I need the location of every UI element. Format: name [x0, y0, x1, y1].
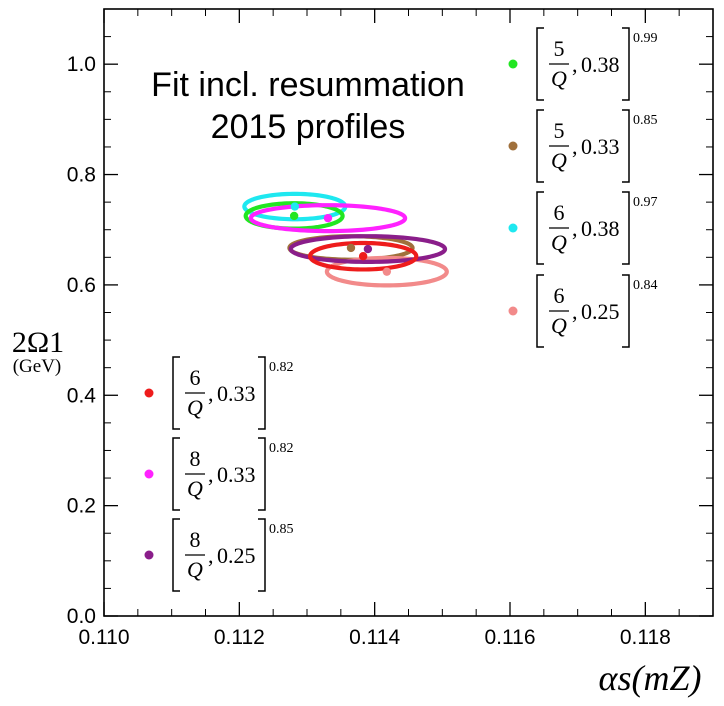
x-tick-label: 0.116	[485, 626, 536, 649]
legend-entry-cyan: 6 Q, 0.38 0.97	[508, 191, 658, 265]
legend-bracket-right	[622, 274, 630, 348]
legend-numerator: 8	[190, 527, 201, 552]
legend-denominator: Q	[187, 395, 203, 420]
legend-value: 0.33	[581, 134, 620, 159]
legend-bracket-right	[622, 27, 630, 101]
legend-bracket-left	[172, 356, 180, 430]
legend-bracket-right	[622, 191, 630, 265]
legend-entry-red: 6 Q, 0.33 0.82	[144, 356, 294, 430]
legend-denominator: Q	[551, 230, 567, 255]
legend-marker-pink	[508, 306, 518, 316]
x-tick-label: 0.110	[79, 626, 130, 649]
legend-bracket-right	[258, 437, 266, 511]
legend-numerator: 5	[554, 118, 565, 143]
legend-comma: ,	[572, 216, 578, 241]
legend-exponent: 0.85	[269, 522, 294, 537]
legend-bracket-left	[172, 518, 180, 592]
chart-title: Fit incl. resummation	[151, 66, 465, 104]
central-point-purple	[363, 244, 373, 254]
legend-value: 0.38	[581, 52, 620, 77]
legend-comma: ,	[572, 134, 578, 159]
legend-denominator: Q	[551, 66, 567, 91]
legend-entry-green: 5 Q, 0.38 0.99	[508, 27, 658, 101]
legend-denominator: Q	[187, 557, 203, 582]
legend-denominator: Q	[187, 476, 203, 501]
x-tick-label: 0.114	[349, 626, 400, 649]
legend-marker-green	[508, 59, 518, 69]
y-tick-label: 0.0	[67, 605, 96, 628]
legend-marker-magenta	[144, 469, 154, 479]
y-tick-label: 0.8	[67, 164, 96, 187]
central-point-brown	[346, 243, 356, 253]
legend-value: 0.33	[217, 462, 256, 487]
ellipse-cyan	[242, 191, 348, 222]
central-point-pink	[382, 267, 392, 276]
central-point-magenta	[323, 213, 333, 223]
legend-bracket-left	[536, 191, 544, 265]
legend-bracket-right	[258, 356, 266, 430]
legend-entry-brown: 5 Q, 0.33 0.85	[508, 109, 658, 183]
legend-numerator: 8	[190, 446, 201, 471]
legend-exponent: 0.82	[269, 360, 294, 375]
legend-value: 0.25	[217, 543, 256, 568]
ellipse-purple	[288, 234, 448, 264]
legend-bracket-left	[172, 437, 180, 511]
legend-exponent: 0.82	[269, 441, 294, 456]
legend-bracket-left	[536, 27, 544, 101]
legend-numerator: 5	[554, 36, 565, 61]
x-tick-label: 0.112	[214, 626, 265, 649]
legend-entry-purple: 8 Q, 0.25 0.85	[144, 518, 294, 592]
legend-denominator: Q	[551, 148, 567, 173]
central-point-green	[289, 211, 299, 221]
legend-marker-purple	[144, 550, 154, 560]
legend-bracket-left	[536, 109, 544, 183]
chart-subtitle: 2015 profiles	[211, 108, 406, 146]
y-tick-label: 0.2	[67, 495, 96, 518]
y-axis-label: 2Ω1 (GeV)	[12, 326, 64, 377]
legend-exponent: 0.99	[633, 31, 658, 46]
legend-comma: ,	[572, 52, 578, 77]
legend-value: 0.25	[581, 299, 620, 324]
legend-comma: ,	[208, 381, 214, 406]
legend-exponent: 0.97	[633, 195, 658, 210]
x-axis-label: αs(mZ)	[599, 658, 702, 698]
legend-denominator: Q	[551, 313, 567, 338]
legend-value: 0.33	[217, 381, 256, 406]
legend-marker-red	[144, 388, 154, 398]
y-tick-label: 0.6	[67, 274, 96, 297]
ellipse-red	[307, 240, 419, 272]
legend-entry-magenta: 8 Q, 0.33 0.82	[144, 437, 294, 511]
legend-exponent: 0.85	[633, 113, 658, 128]
y-tick-label: 1.0	[67, 53, 96, 76]
legend-marker-brown	[508, 141, 518, 151]
legend-comma: ,	[572, 299, 578, 324]
legend-comma: ,	[208, 543, 214, 568]
legend-bracket-right	[258, 518, 266, 592]
ellipse-magenta	[248, 203, 408, 234]
legend-bracket-right	[622, 109, 630, 183]
legend-marker-cyan	[508, 223, 518, 233]
y-tick-label: 0.4	[67, 384, 97, 407]
legend-numerator: 6	[190, 365, 201, 390]
x-tick-label: 0.118	[620, 626, 671, 649]
central-point-cyan	[290, 202, 300, 211]
central-point-red	[358, 252, 368, 261]
legend-entry-pink: 6 Q, 0.25 0.84	[508, 274, 658, 348]
legend-value: 0.38	[581, 216, 620, 241]
y-axis-label-unit: (GeV)	[13, 356, 62, 377]
y-axis-label-main: 2Ω1	[12, 326, 64, 359]
legend-comma: ,	[208, 462, 214, 487]
legend-numerator: 6	[554, 200, 565, 225]
legend-numerator: 6	[554, 283, 565, 308]
legend-exponent: 0.84	[633, 278, 658, 293]
legend-bracket-left	[536, 274, 544, 348]
